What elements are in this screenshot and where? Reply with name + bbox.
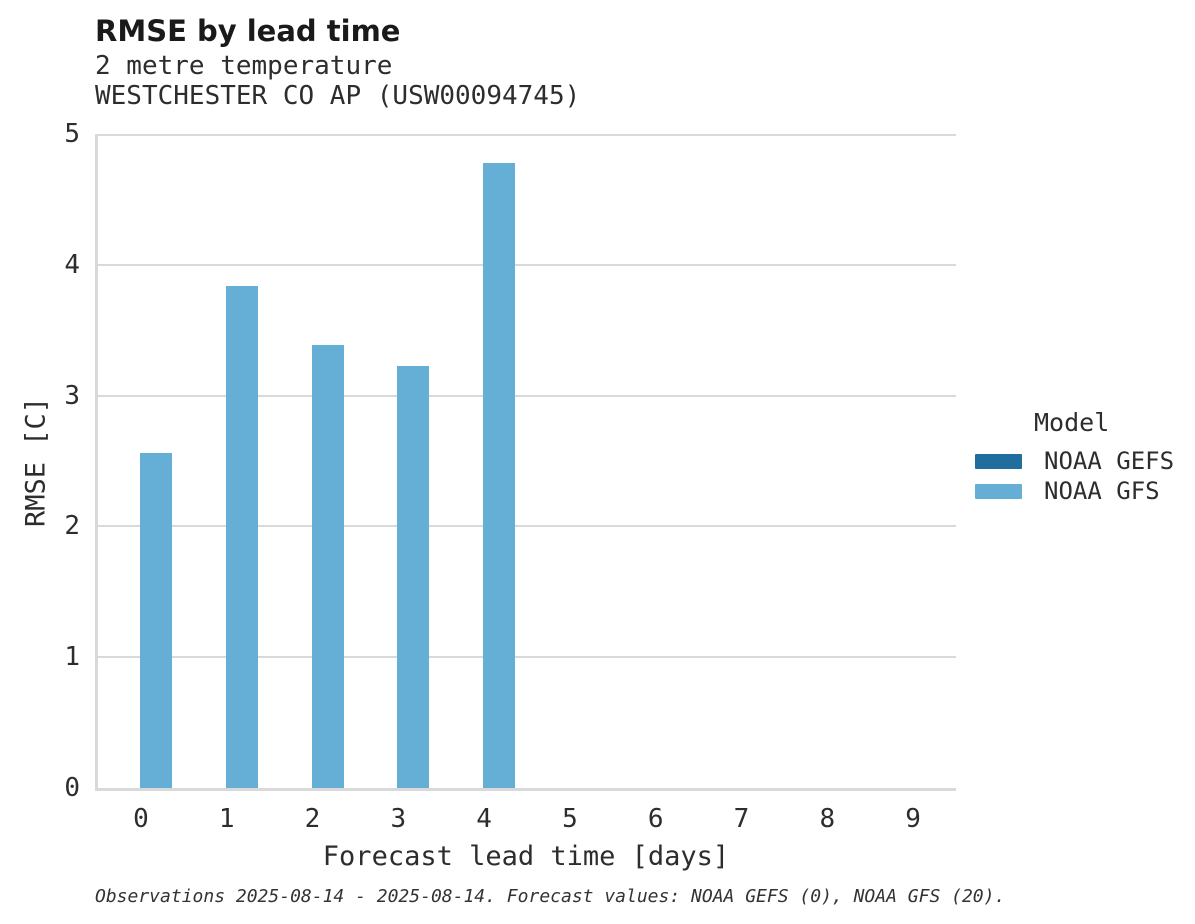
plot-area bbox=[95, 134, 956, 791]
legend-item-noaa-gefs[interactable]: NOAA GEFS bbox=[975, 446, 1195, 476]
x-tick-label-3: 3 bbox=[390, 804, 407, 834]
x-tick-label-6: 6 bbox=[647, 804, 664, 834]
legend: Model NOAA GEFS NOAA GFS bbox=[975, 408, 1195, 506]
chart-subtitle-variable: 2 metre temperature bbox=[95, 51, 393, 81]
gridline-y-1 bbox=[98, 656, 956, 659]
bar-noaa-gfs-day0[interactable] bbox=[139, 453, 172, 788]
legend-swatch-noaa-gfs bbox=[975, 483, 1022, 499]
y-tick-label-5: 5 bbox=[64, 119, 80, 149]
bar-noaa-gfs-day1[interactable] bbox=[225, 285, 258, 788]
x-tick-label-5: 5 bbox=[562, 804, 578, 834]
y-tick-label-4: 4 bbox=[64, 249, 80, 280]
y-tick-label-3: 3 bbox=[64, 380, 80, 411]
bar-noaa-gfs-day4[interactable] bbox=[483, 162, 516, 788]
x-tick-label-9: 9 bbox=[905, 804, 921, 834]
legend-item-noaa-gfs[interactable]: NOAA GFS bbox=[975, 476, 1195, 506]
legend-label-noaa-gfs: NOAA GFS bbox=[1044, 477, 1160, 505]
gridline-y-2 bbox=[98, 525, 956, 528]
gridline-y-3 bbox=[98, 394, 956, 397]
bar-noaa-gfs-day2[interactable] bbox=[311, 344, 344, 788]
x-tick-label-0: 0 bbox=[133, 804, 149, 834]
footer-note: Observations 2025-08-14 - 2025-08-14. Fo… bbox=[95, 886, 1006, 907]
chart-title: RMSE by lead time bbox=[95, 14, 401, 48]
legend-label-noaa-gefs: NOAA GEFS bbox=[1044, 447, 1175, 475]
y-tick-label-2: 2 bbox=[64, 511, 80, 542]
x-tick-label-8: 8 bbox=[819, 804, 836, 834]
x-tick-label-1: 1 bbox=[218, 804, 235, 834]
x-tick-label-4: 4 bbox=[476, 804, 492, 834]
x-tick-label-2: 2 bbox=[304, 804, 321, 834]
y-tick-labels: 0 1 2 3 4 5 bbox=[20, 121, 80, 801]
legend-swatch-noaa-gefs bbox=[975, 453, 1022, 469]
gridline-y-5 bbox=[98, 134, 956, 136]
chart-subtitle-station: WESTCHESTER CO AP (USW00094745) bbox=[95, 81, 581, 111]
legend-title: Model bbox=[1034, 408, 1110, 437]
x-tick-label-7: 7 bbox=[733, 804, 750, 834]
y-tick-label-0: 0 bbox=[64, 773, 80, 803]
x-axis-title: Forecast lead time [days] bbox=[322, 841, 730, 872]
bar-noaa-gfs-day3[interactable] bbox=[397, 365, 430, 788]
gridline-y-4 bbox=[98, 263, 956, 266]
y-tick-label-1: 1 bbox=[64, 642, 80, 673]
